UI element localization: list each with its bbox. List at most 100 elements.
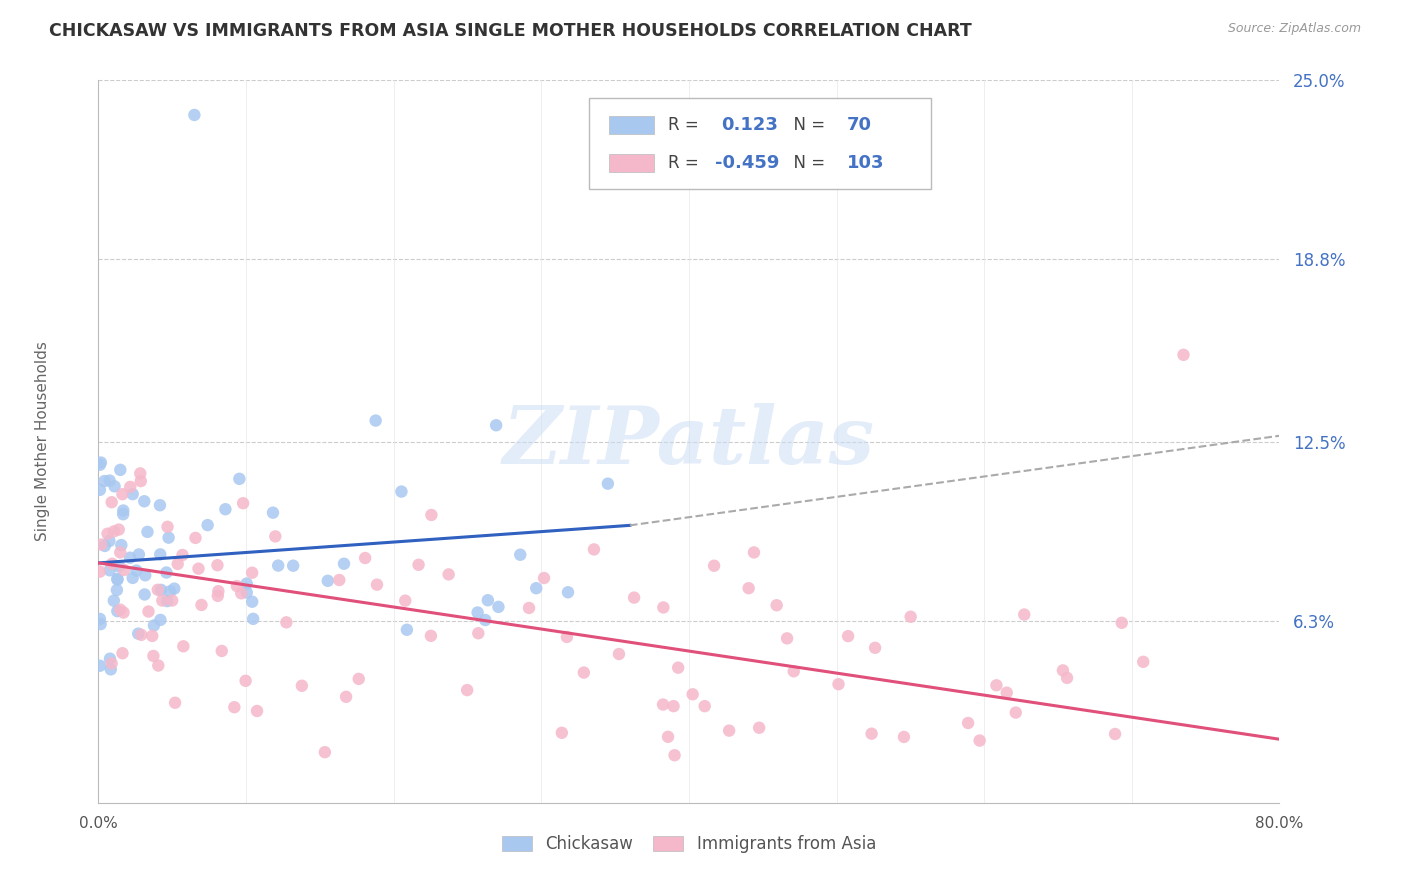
Point [165, 696, 187, 710]
Point [112, 563, 135, 577]
Point [226, 579, 249, 593]
Point [467, 606, 489, 620]
Point [232, 496, 254, 510]
Point [509, 548, 531, 562]
Point [183, 108, 205, 122]
Point [163, 582, 186, 596]
Point [89, 483, 111, 497]
Point [235, 585, 257, 599]
Point [150, 582, 173, 597]
Point [90, 537, 112, 551]
Point [148, 658, 170, 673]
Point [623, 591, 645, 605]
Point [100, 657, 122, 671]
Point [231, 586, 253, 600]
Point [90, 617, 112, 632]
Point [893, 730, 915, 744]
Point [827, 677, 849, 691]
Point [240, 595, 263, 609]
Point [682, 687, 704, 701]
Point [89, 658, 111, 673]
Point [110, 603, 132, 617]
Point [1052, 664, 1074, 678]
Point [228, 472, 250, 486]
Point [207, 589, 229, 603]
Point [172, 640, 194, 654]
Point [110, 463, 132, 477]
Point [419, 629, 441, 643]
Point [666, 661, 689, 675]
Point [456, 683, 478, 698]
Point [391, 484, 413, 499]
Point [1012, 607, 1035, 622]
Point [557, 585, 579, 599]
Point [474, 613, 496, 627]
Point [157, 531, 180, 545]
Point [129, 467, 152, 481]
Point [120, 550, 142, 565]
Point [136, 524, 159, 539]
Text: 103: 103 [848, 154, 884, 172]
Point [129, 474, 152, 488]
Point [652, 698, 675, 712]
Text: CHICKASAW VS IMMIGRANTS FROM ASIA SINGLE MOTHER HOUSEHOLDS CORRELATION CHART: CHICKASAW VS IMMIGRANTS FROM ASIA SINGLE… [49, 22, 972, 40]
Point [134, 587, 156, 601]
Point [235, 576, 257, 591]
Point [159, 584, 181, 599]
Point [155, 566, 177, 580]
Point [607, 647, 630, 661]
Point [98, 534, 121, 549]
Point [150, 593, 173, 607]
Point [524, 581, 547, 595]
Point [107, 523, 129, 537]
Point [134, 494, 156, 508]
Point [100, 662, 122, 676]
Point [98, 563, 121, 577]
Point [105, 604, 128, 618]
Point [900, 609, 922, 624]
Point [110, 538, 132, 552]
FancyBboxPatch shape [609, 116, 654, 134]
Point [166, 557, 188, 571]
Point [89, 458, 111, 472]
Point [120, 480, 142, 494]
Point [1132, 655, 1154, 669]
FancyBboxPatch shape [609, 154, 654, 172]
Point [112, 606, 135, 620]
Point [485, 418, 508, 433]
Point [172, 548, 194, 562]
Point [267, 558, 290, 573]
Point [1111, 615, 1133, 630]
Point [105, 582, 128, 597]
Point [316, 574, 339, 588]
Point [555, 630, 578, 644]
Point [214, 502, 236, 516]
Point [103, 593, 125, 607]
Y-axis label: Single Mother Households: Single Mother Households [35, 342, 49, 541]
Point [995, 686, 1018, 700]
Legend: Chickasaw, Immigrants from Asia: Chickasaw, Immigrants from Asia [495, 828, 883, 860]
Point [333, 557, 356, 571]
Point [276, 615, 298, 630]
Point [224, 700, 246, 714]
Point [408, 558, 430, 572]
Point [657, 730, 679, 744]
Point [957, 716, 980, 731]
Point [662, 699, 685, 714]
Point [134, 568, 156, 582]
Point [776, 632, 799, 646]
Point [190, 598, 212, 612]
Point [742, 545, 765, 559]
Point [98, 474, 121, 488]
Point [1173, 348, 1195, 362]
Point [242, 612, 264, 626]
Point [103, 524, 125, 539]
Point [128, 548, 150, 562]
Text: N =: N = [783, 116, 831, 134]
Point [395, 623, 418, 637]
Point [149, 613, 172, 627]
Point [718, 723, 741, 738]
Point [107, 573, 129, 587]
Point [110, 545, 132, 559]
Text: N =: N = [783, 154, 831, 172]
